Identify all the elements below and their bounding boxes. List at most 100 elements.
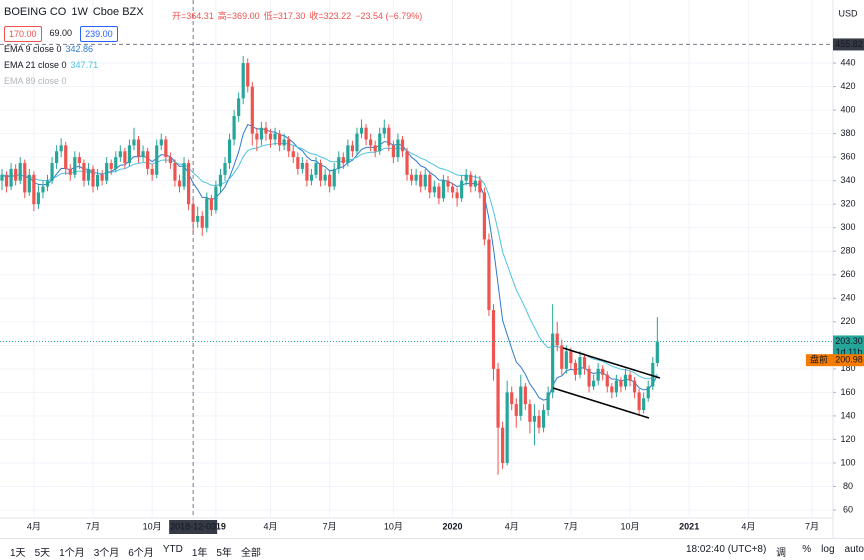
candle	[18, 157, 22, 185]
candle	[387, 124, 391, 152]
candle-body	[255, 133, 259, 140]
candle-body	[314, 163, 318, 175]
y-tick-label: 260	[840, 269, 855, 279]
range-button[interactable]: 5年	[216, 548, 232, 559]
candle-body	[537, 415, 541, 428]
candle-body	[127, 145, 132, 164]
symbol[interactable]: BOEING CO	[4, 6, 67, 18]
interval[interactable]: 1W	[71, 6, 88, 18]
candle	[601, 365, 605, 381]
x-tick-label: 7月	[805, 521, 819, 531]
candle	[232, 110, 236, 146]
candle	[141, 145, 145, 162]
candle	[109, 159, 113, 175]
candle-body	[610, 386, 614, 393]
candle-body	[205, 198, 209, 228]
candle	[73, 151, 77, 179]
candle-body	[373, 145, 377, 152]
candle-body	[455, 192, 459, 199]
candle-body	[250, 86, 254, 134]
range-button[interactable]: 6个月	[128, 548, 154, 559]
indicator-name[interactable]: EMA 21 close 0	[4, 60, 67, 70]
candle	[478, 175, 482, 199]
candle-body	[114, 157, 118, 169]
candle-body	[642, 398, 646, 411]
candle-body	[555, 333, 559, 346]
candle	[355, 127, 359, 155]
candle	[259, 121, 264, 146]
candle	[95, 168, 100, 191]
order-button[interactable]: 239.00	[80, 26, 118, 42]
candle	[227, 133, 232, 169]
candle	[164, 135, 168, 164]
indicator-name[interactable]: EMA 89 close 0	[4, 76, 67, 86]
candle	[555, 321, 559, 352]
scale-option[interactable]: %	[802, 544, 812, 555]
candle-body	[14, 168, 18, 181]
currency: USD	[838, 8, 858, 18]
candle	[314, 157, 318, 179]
range-button[interactable]: YTD	[162, 544, 183, 555]
candle-body	[4, 174, 9, 187]
scale-option[interactable]: log	[821, 544, 835, 555]
ohlc-legend: 开=364.31 高=369.00 低=317.30 收=323.22 −23.54 (…	[172, 9, 426, 22]
candle-body	[237, 98, 241, 116]
candle-body	[273, 133, 277, 140]
trendline	[552, 387, 650, 419]
candle-body	[159, 139, 163, 146]
candle	[282, 133, 286, 151]
candle	[628, 371, 632, 387]
scale-option[interactable]: auto	[844, 544, 864, 555]
range-button[interactable]: 1个月	[59, 548, 85, 559]
candle	[573, 359, 578, 381]
candle	[423, 168, 427, 191]
candle	[637, 388, 641, 416]
indicator-name[interactable]: EMA 9 close 0	[4, 44, 62, 54]
candle-body	[628, 374, 632, 381]
candle-body	[487, 239, 491, 311]
candle	[651, 357, 655, 391]
candle-body	[450, 186, 455, 193]
candle	[560, 339, 564, 375]
candle-body	[332, 168, 336, 187]
candle	[496, 362, 500, 475]
range-button[interactable]: 1天	[10, 548, 26, 559]
candle-body	[105, 163, 109, 181]
y-tick-label: 60	[843, 504, 853, 514]
x-tick-label: 4月	[505, 521, 519, 531]
candle	[614, 374, 618, 398]
range-button[interactable]: 1年	[191, 548, 208, 559]
candle-body	[400, 139, 405, 152]
scale-option[interactable]: 调整	[776, 548, 786, 559]
candle-body	[291, 151, 295, 158]
candle-body	[136, 139, 141, 158]
range-button[interactable]: 全部	[240, 548, 261, 559]
candle	[409, 168, 414, 186]
candle	[127, 139, 132, 167]
indicator-value: 347.71	[70, 60, 99, 70]
candle	[237, 92, 241, 122]
candle	[218, 168, 223, 193]
candle	[373, 140, 377, 158]
candle-body	[155, 145, 159, 175]
candle-body	[268, 133, 273, 140]
candle-body	[150, 168, 154, 175]
range-button[interactable]: 5天	[34, 548, 51, 559]
candle	[182, 157, 186, 191]
candle	[632, 377, 637, 399]
range-button[interactable]: 3个月	[93, 548, 120, 559]
premarket-label: 200.98	[835, 355, 863, 365]
candle	[528, 399, 532, 434]
last-price-label: 203.30	[835, 336, 863, 346]
order-button[interactable]: 170.00	[4, 26, 42, 42]
order-button[interactable]: 69.00	[49, 28, 73, 38]
candle	[460, 174, 464, 202]
candle	[469, 171, 473, 193]
candle	[491, 304, 496, 381]
candle-body	[460, 180, 464, 199]
clock: 18:02:40 (UTC+8)	[686, 544, 767, 555]
candle	[146, 147, 150, 175]
range-buttons: 1天 5天 1个月 3个月 6个月 YTD 1年 5年 全部	[10, 544, 261, 559]
candle-body	[510, 392, 514, 405]
